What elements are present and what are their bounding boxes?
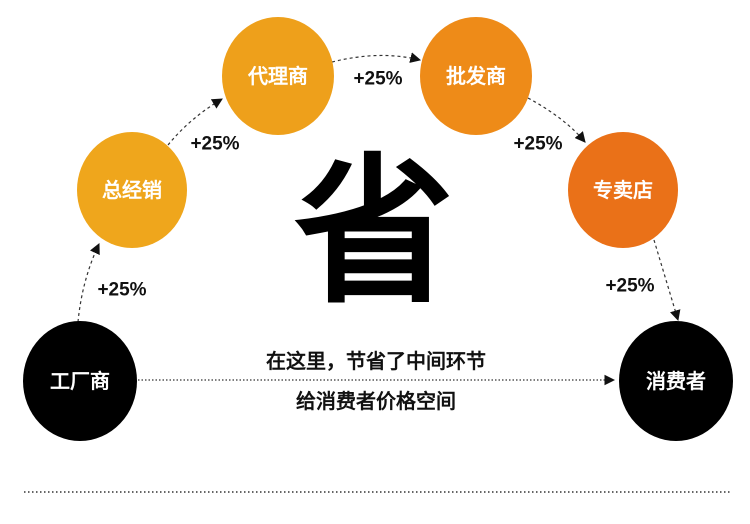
node-agent: 代理商 [222, 17, 334, 135]
wholesaler-label: 批发商 [446, 64, 506, 88]
arrow-factory-to-distributor [77, 243, 100, 323]
node-factory: 工厂商 [23, 321, 137, 441]
node-consumer: 消费者 [619, 321, 733, 441]
store-circle [568, 132, 678, 248]
center-character: 省 [294, 139, 454, 326]
consumer-circle [619, 321, 733, 441]
general-distributor-label: 总经销 [102, 178, 162, 202]
arrow-wholesaler-to-store [527, 97, 586, 143]
store-label: 专卖店 [593, 178, 653, 202]
general-distributor-circle [77, 132, 187, 248]
arrow-distributor-to-agent [167, 98, 223, 146]
node-wholesaler: 批发商 [420, 17, 532, 135]
factory-circle [23, 321, 137, 441]
markup-label-2: +25% [190, 134, 239, 155]
consumer-label: 消费者 [646, 369, 706, 393]
agent-circle [222, 17, 334, 135]
markup-label-3: +25% [353, 69, 402, 90]
factory-label: 工厂商 [50, 369, 110, 393]
message-line-2: 给消费者价格空间 [296, 389, 456, 413]
message-line-1: 在这里，节省了中间环节 [266, 349, 486, 373]
node-store: 专卖店 [568, 132, 678, 248]
arrow-store-to-consumer [653, 239, 681, 322]
wholesaler-circle [420, 17, 532, 135]
agent-label: 代理商 [247, 64, 308, 88]
markup-label-5: +25% [605, 276, 654, 297]
markup-label-4: +25% [513, 134, 562, 155]
node-general-distributor: 总经销 [77, 132, 187, 248]
markup-label-1: +25% [97, 280, 146, 301]
arrow-agent-to-wholesaler [331, 52, 422, 63]
